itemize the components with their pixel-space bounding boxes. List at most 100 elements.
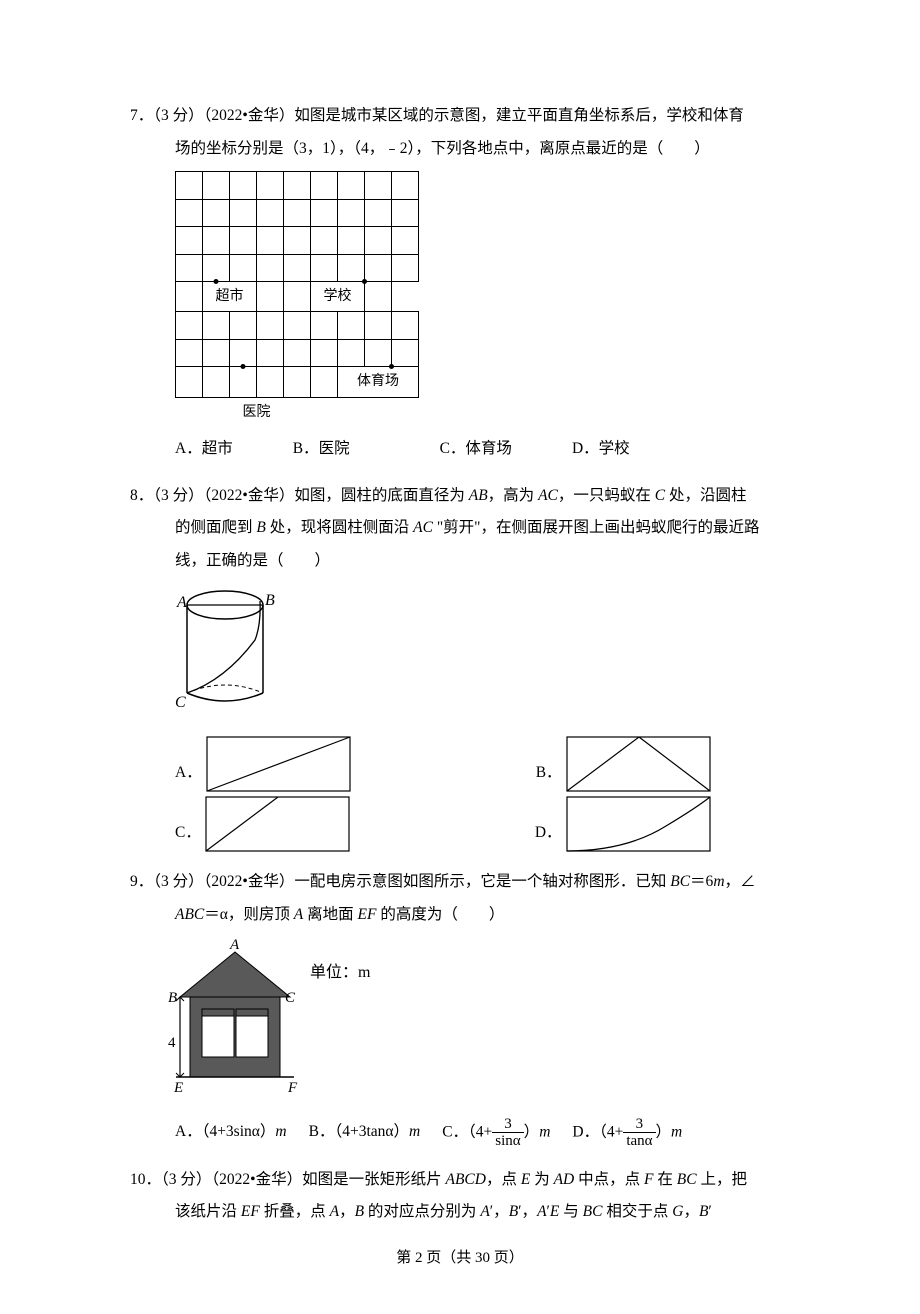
q10-bc2: BC bbox=[583, 1203, 603, 1220]
q8-opt-d-svg bbox=[566, 796, 711, 852]
q9-a-m: m bbox=[275, 1123, 286, 1140]
q8-line3: 线，正确的是（ ） bbox=[130, 545, 790, 578]
q8-ac: AC bbox=[538, 487, 558, 504]
q7-opt-d: D．学校 bbox=[572, 433, 630, 466]
q9-number: 9． bbox=[130, 873, 153, 890]
q10-b3: B bbox=[699, 1203, 708, 1220]
q9-opt-d: D．（4+3tanα）m bbox=[572, 1116, 682, 1150]
q8-opt-a-svg bbox=[206, 736, 351, 792]
q10-t9: ， bbox=[339, 1203, 355, 1220]
q10-t6: 上，把 bbox=[697, 1171, 747, 1188]
q8-t4: 处，沿圆柱 bbox=[665, 487, 746, 504]
q10-ad: AD bbox=[554, 1171, 575, 1188]
q8-options-row2: C． D． bbox=[130, 796, 790, 852]
q8-b: B bbox=[256, 519, 265, 536]
q9-bc: BC bbox=[670, 873, 690, 890]
label-stadium: 体育场 bbox=[338, 367, 419, 397]
q8-opt-a-label: A． bbox=[175, 757, 202, 792]
q10-t4: 中点，点 bbox=[574, 1171, 644, 1188]
house-c: C bbox=[285, 990, 296, 1006]
q10-t7: 该纸片沿 bbox=[175, 1203, 241, 1220]
q7-grid-table: 超市 学校 体育场 医院 bbox=[175, 171, 419, 427]
q8-line1: 8．（3 分）（2022•金华）如图，圆柱的底面直径为 AB，高为 AC，一只蚂… bbox=[130, 480, 790, 513]
q10-points: （3 分） bbox=[161, 1171, 211, 1188]
q8-t1: 如图，圆柱的底面直径为 bbox=[294, 487, 468, 504]
q7-opt-d-text: 学校 bbox=[599, 440, 630, 457]
q10-a2: A bbox=[480, 1203, 489, 1220]
q10-t11: ′， bbox=[490, 1203, 509, 1220]
q8-ab: AB bbox=[469, 487, 488, 504]
q10-line2: 该纸片沿 EF 折叠，点 A，B 的对应点分别为 A′，B′，A′E 与 BC … bbox=[130, 1196, 790, 1229]
q9-b-pre: B．（4+3tanα） bbox=[309, 1123, 409, 1140]
q9-c-num: 3 bbox=[492, 1116, 523, 1134]
q10-a3: A bbox=[537, 1203, 546, 1220]
q9-c-den: sinα bbox=[492, 1133, 523, 1150]
house-e: E bbox=[173, 1080, 183, 1096]
q7-grid-diagram: 超市 学校 体育场 医院 bbox=[175, 171, 790, 427]
q7-options: A．超市 B．医院 C．体育场 D．学校 bbox=[130, 433, 790, 466]
q7-source: （2022•金华） bbox=[204, 107, 295, 124]
house-unit: 单位：m bbox=[310, 963, 371, 981]
q8-t7: "剪开"，在侧面展开图上画出蚂蚁爬行的最近路 bbox=[433, 519, 760, 536]
q9-t2: ＝6 bbox=[690, 873, 713, 890]
q10-t14: 与 bbox=[559, 1203, 582, 1220]
q8-source: （2022•金华） bbox=[204, 487, 295, 504]
house-4: 4 bbox=[168, 1035, 176, 1051]
q9-opt-c: C．（4+3sinα）m bbox=[442, 1116, 550, 1150]
q8-t2: ，高为 bbox=[488, 487, 538, 504]
q10-t5: 在 bbox=[653, 1171, 676, 1188]
q7-line2: 场的坐标分别是（3，1），（4，﹣2），下列各地点中，离原点最近的是（ ） bbox=[130, 133, 790, 166]
q7-points: （3 分） bbox=[153, 107, 203, 124]
q9-house: A B C E F 4 单位：m bbox=[160, 937, 790, 1110]
question-8: 8．（3 分）（2022•金华）如图，圆柱的底面直径为 AB，高为 AC，一只蚂… bbox=[130, 480, 790, 852]
q7-number: 7． bbox=[130, 107, 153, 124]
q10-t10: 的对应点分别为 bbox=[364, 1203, 480, 1220]
q9-a-pre: A．（4+3sinα） bbox=[175, 1123, 275, 1140]
cyl-b: B bbox=[265, 592, 275, 609]
q10-t8: 折叠，点 bbox=[260, 1203, 330, 1220]
page-footer: 第 2 页（共 30 页） bbox=[130, 1243, 790, 1275]
q8-opt-b-svg bbox=[566, 736, 711, 792]
q8-opt-c-svg bbox=[205, 796, 350, 852]
q10-b: B bbox=[355, 1203, 364, 1220]
cylinder-svg: A B C bbox=[175, 585, 280, 715]
dot-hospital bbox=[241, 364, 246, 369]
q9-c-m: m bbox=[539, 1123, 550, 1140]
q10-t1: 如图是一张矩形纸片 bbox=[302, 1171, 445, 1188]
q10-t2: ，点 bbox=[486, 1171, 521, 1188]
q9-ef: EF bbox=[358, 906, 377, 923]
q10-g: G bbox=[672, 1203, 683, 1220]
q9-d-post: ） bbox=[656, 1123, 672, 1140]
q10-abcd: ABCD bbox=[445, 1171, 485, 1188]
q10-t12: ′， bbox=[518, 1203, 537, 1220]
q7-text1: 如图是城市某区域的示意图，建立平面直角坐标系后，学校和体育 bbox=[294, 107, 744, 124]
q9-source: （2022•金华） bbox=[204, 873, 295, 890]
q9-options: A．（4+3sinα）m B．（4+3tanα）m C．（4+3sinα）m D… bbox=[130, 1116, 790, 1150]
q9-t3: ，∠ bbox=[725, 873, 756, 890]
q9-m: m bbox=[713, 873, 724, 890]
q10-t17: ′ bbox=[708, 1203, 711, 1220]
house-f: F bbox=[287, 1080, 298, 1096]
q8-number: 8． bbox=[130, 487, 153, 504]
q8-ac2: AC bbox=[413, 519, 433, 536]
q9-d-m: m bbox=[671, 1123, 682, 1140]
q9-opt-a: A．（4+3sinα）m bbox=[175, 1116, 287, 1149]
q9-c-post: ） bbox=[524, 1123, 540, 1140]
q9-d-num: 3 bbox=[623, 1116, 655, 1134]
q7-opt-b: B．医院 bbox=[293, 433, 350, 466]
q8-opt-b-label: B． bbox=[536, 757, 562, 792]
q7-opt-c-text: 体育场 bbox=[465, 440, 512, 457]
q8-points: （3 分） bbox=[153, 487, 203, 504]
q7-opt-b-text: 医院 bbox=[319, 440, 350, 457]
q8-cylinder: A B C bbox=[175, 585, 790, 728]
q10-bc: BC bbox=[677, 1171, 697, 1188]
label-hospital: 医院 bbox=[230, 397, 284, 427]
q9-b-m: m bbox=[409, 1123, 420, 1140]
q7-opt-a-text: 超市 bbox=[202, 440, 233, 457]
q10-t16: ， bbox=[683, 1203, 699, 1220]
q9-opt-b: B．（4+3tanα）m bbox=[309, 1116, 421, 1149]
q10-t15: 相交于点 bbox=[602, 1203, 672, 1220]
label-school: 学校 bbox=[311, 282, 365, 312]
q10-b2: B bbox=[509, 1203, 518, 1220]
q10-a: A bbox=[330, 1203, 339, 1220]
